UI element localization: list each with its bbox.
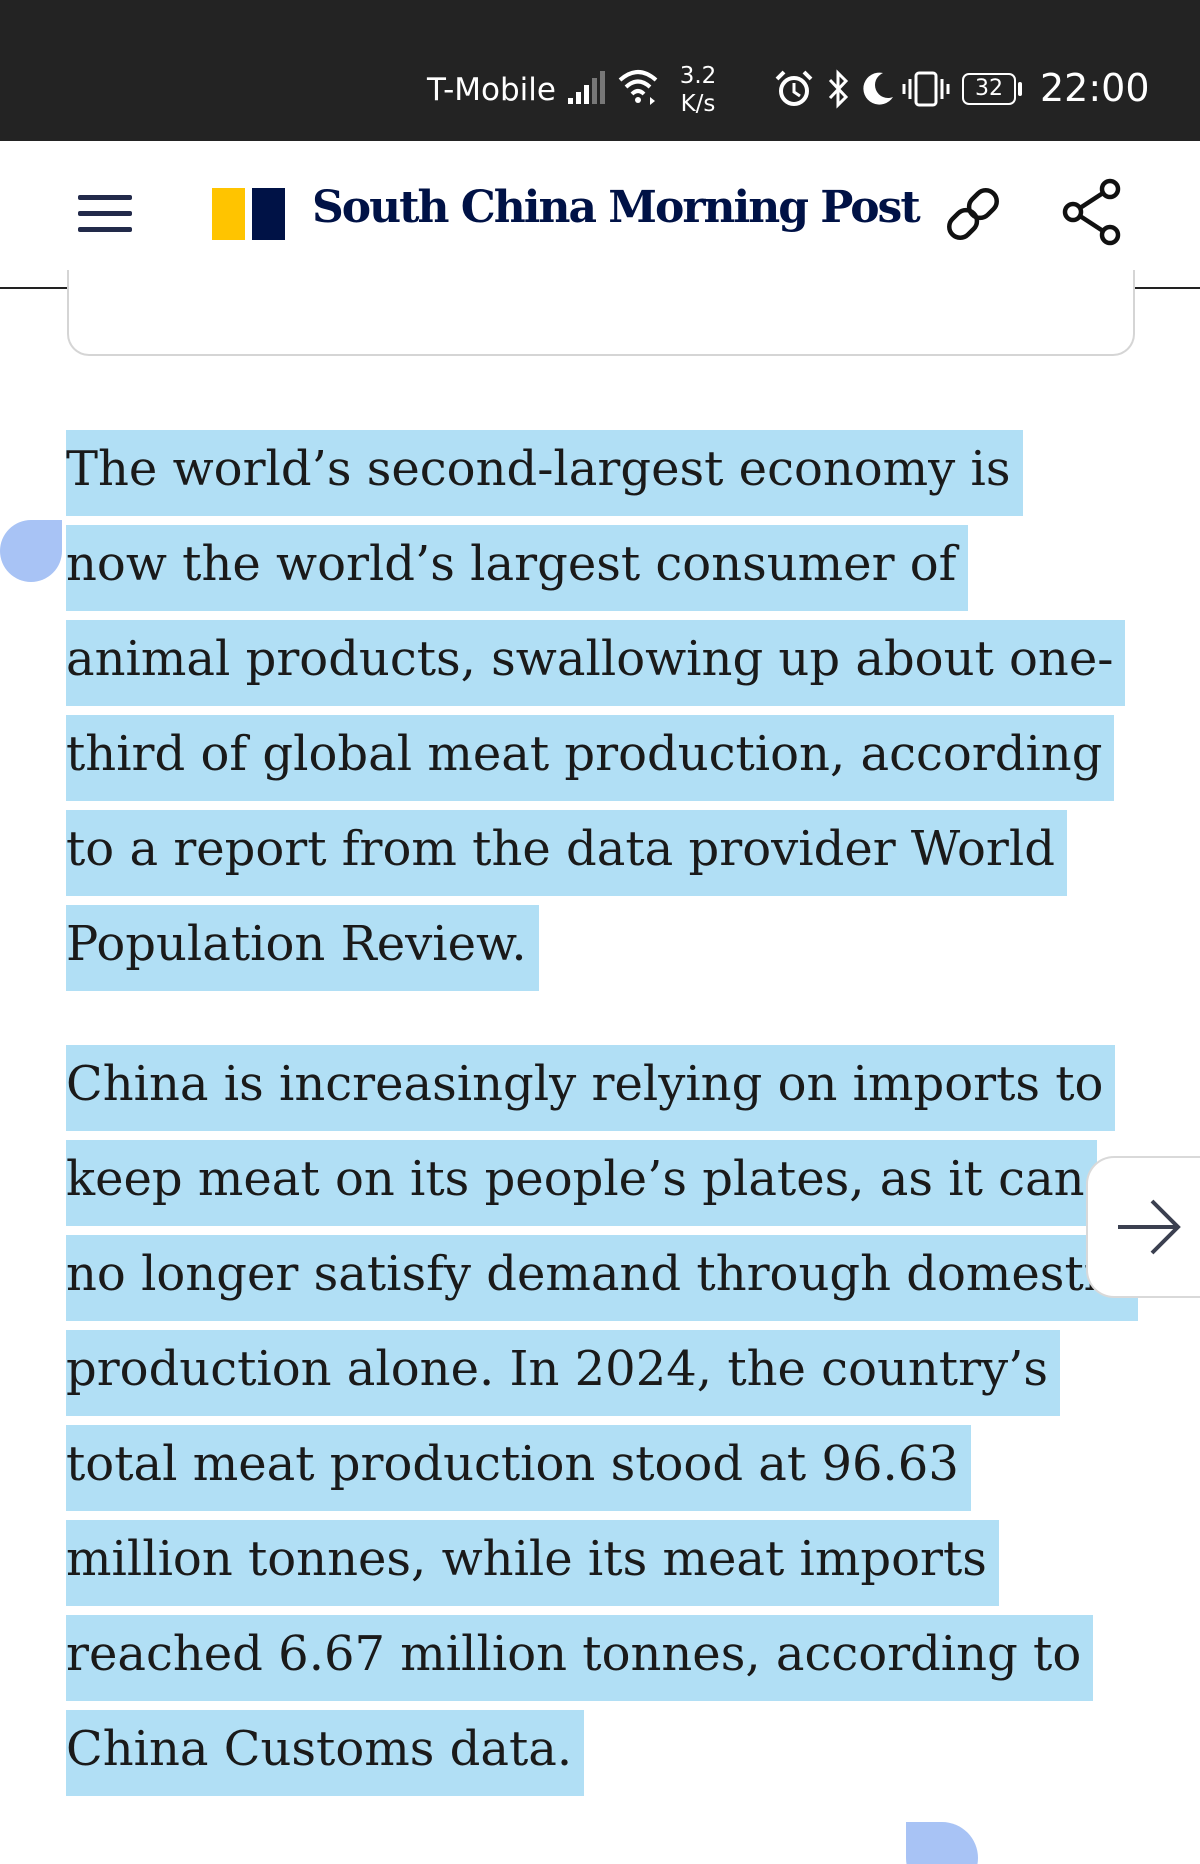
embedded-card-bottom — [67, 270, 1135, 356]
scmp-logo-mark[interactable] — [212, 188, 287, 240]
bluetooth-icon — [828, 69, 849, 109]
vibrate-icon — [902, 71, 950, 107]
network-speed-value: 3.2 — [679, 63, 717, 89]
network-speed: 3.2 K/s — [672, 62, 724, 118]
article-paragraph[interactable]: China is increasingly relying on imports… — [66, 1037, 1138, 1797]
article-body: The world’s second-largest economy is no… — [66, 422, 1138, 1797]
battery-level: 32 — [962, 73, 1016, 105]
article-paragraph[interactable]: The world’s second-largest economy is no… — [66, 422, 1126, 992]
arrow-right-icon — [1118, 1199, 1181, 1255]
next-article-button[interactable] — [1086, 1156, 1200, 1298]
menu-icon[interactable] — [74, 183, 136, 245]
selection-start-handle[interactable] — [0, 520, 62, 582]
status-bar: T-Mobile 3.2 K/s 32 22:00 — [0, 0, 1200, 141]
selected-text[interactable]: China is increasingly relying on imports… — [66, 1045, 1138, 1796]
alarm-icon — [775, 70, 813, 106]
wifi-icon — [618, 70, 658, 105]
selected-text[interactable]: The world’s second-largest economy is no… — [66, 430, 1126, 991]
selection-end-handle[interactable] — [906, 1822, 978, 1864]
app-header: South China Morning Post — [0, 141, 1200, 289]
share-icon[interactable] — [1058, 177, 1128, 247]
brand-title[interactable]: South China Morning Post — [312, 182, 921, 233]
link-icon[interactable] — [940, 181, 1006, 247]
signal-icon — [568, 71, 605, 104]
carrier-name: T-Mobile — [427, 72, 556, 108]
network-speed-unit: K/s — [680, 91, 716, 117]
do-not-disturb-icon — [863, 72, 893, 105]
battery-icon: 32 — [962, 73, 1022, 105]
clock: 22:00 — [1040, 66, 1150, 110]
